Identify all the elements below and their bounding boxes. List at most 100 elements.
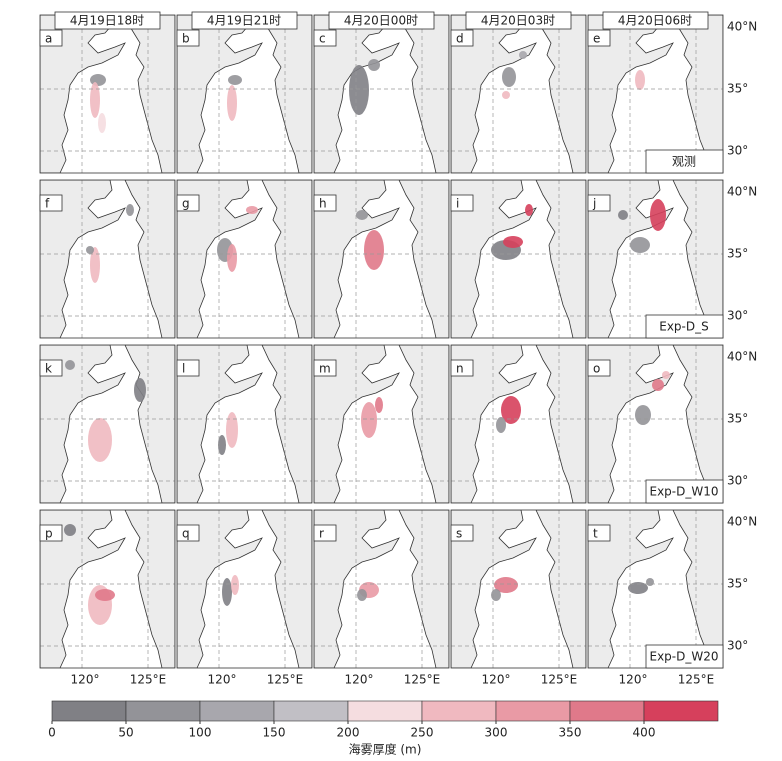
land [588,510,674,668]
colorbar-tick-label: 350 [559,726,582,740]
latitude-label: 30° [727,309,748,323]
panel-frame [176,509,313,669]
fog-patch [231,575,239,595]
colorbar-tick-label: 50 [118,726,133,740]
land [535,15,586,173]
latitude-label: 40°N [727,185,757,199]
map-panel: o Exp-D_W10 40°N 35° 30° [587,344,757,504]
column-title-box [602,11,709,30]
row-label: 观测 [672,155,696,169]
fog-patch [227,244,237,272]
panel-letter: b [182,32,190,46]
land [672,15,723,173]
land [177,15,263,173]
fog-patch [628,582,648,594]
panel-letter: j [592,197,596,211]
panel-letter-box [313,29,337,47]
map-panel: b 4月19日21时 [176,11,313,174]
panel-letter-box [313,524,337,542]
map-panel: q 120° 125°E [176,509,313,687]
panel-letter: m [319,362,331,376]
fog-patch [375,397,383,413]
land [672,180,723,338]
latitude-label: 40°N [727,20,757,34]
latitude-label: 35° [727,412,748,426]
map-body [314,345,449,503]
panel-letter-box [39,194,63,212]
map-panel: l [176,344,313,504]
land [398,510,449,668]
map-panel: i [450,179,587,339]
panel-frame [39,179,176,339]
land [177,345,263,503]
longitude-label: 120° [208,673,237,687]
map-body [588,510,723,668]
panel-letter-box [313,359,337,377]
colorbar-tick-label: 300 [485,726,508,740]
fog-patch [496,417,506,433]
panel-letter-box [450,359,474,377]
panel-letter: i [456,197,459,211]
panel-frame [313,179,450,339]
latitude-label: 30° [727,639,748,653]
fog-patch [134,378,146,402]
latitude-label: 35° [727,577,748,591]
column-title-box [54,11,161,30]
panel-frame [313,509,450,669]
land [398,15,449,173]
fog-patch [368,59,380,71]
fog-patch [502,91,510,99]
fog-patch [356,210,368,220]
fog-patch [95,589,115,601]
land [451,345,537,503]
land [40,345,126,503]
fog-patch [361,402,377,438]
map-panel: g [176,179,313,339]
map-panel: j Exp-D_S 40°N 35° 30° [587,179,757,339]
column-title-box [465,11,572,30]
land [672,345,723,503]
latitude-label: 35° [727,82,748,96]
column-title: 4月19日21时 [207,14,281,28]
map-body [451,510,586,668]
panel-letter: t [593,527,598,541]
fog-patch [90,82,100,118]
fog-patch [226,412,238,448]
fog-patch [90,74,106,86]
land [451,510,537,668]
longitude-label: 125°E [541,673,578,687]
panel-letter-box [39,29,63,47]
fog-patch [126,204,134,216]
land [261,510,312,668]
map-body [588,180,723,338]
panel-letter: a [45,32,52,46]
land [398,345,449,503]
map-panel: n [450,344,587,504]
fog-patch [64,524,76,536]
longitude-label: 125°E [678,673,715,687]
map-body [314,15,449,173]
row-label-box [645,479,724,504]
panel-letter: f [45,197,50,211]
map-body [177,180,312,338]
panel-letter-box [587,524,611,542]
fog-patch [218,435,226,455]
longitude-label: 120° [71,673,100,687]
panel-letter-box [587,359,611,377]
map-panel: a 4月19日18时 [39,11,176,174]
panel-letter-box [450,194,474,212]
fog-patch [618,210,628,220]
fog-patch [630,237,650,253]
panel-letter-box [39,359,63,377]
row-label: Exp-D_S [659,320,709,334]
fog-patch [349,65,369,115]
panel-letter-box [587,29,611,47]
latitude-label: 35° [727,247,748,261]
map-body [451,15,586,173]
land [124,180,175,338]
panel-frame [450,509,587,669]
colorbar-bin [125,700,201,722]
colorbar-bin [643,700,719,722]
